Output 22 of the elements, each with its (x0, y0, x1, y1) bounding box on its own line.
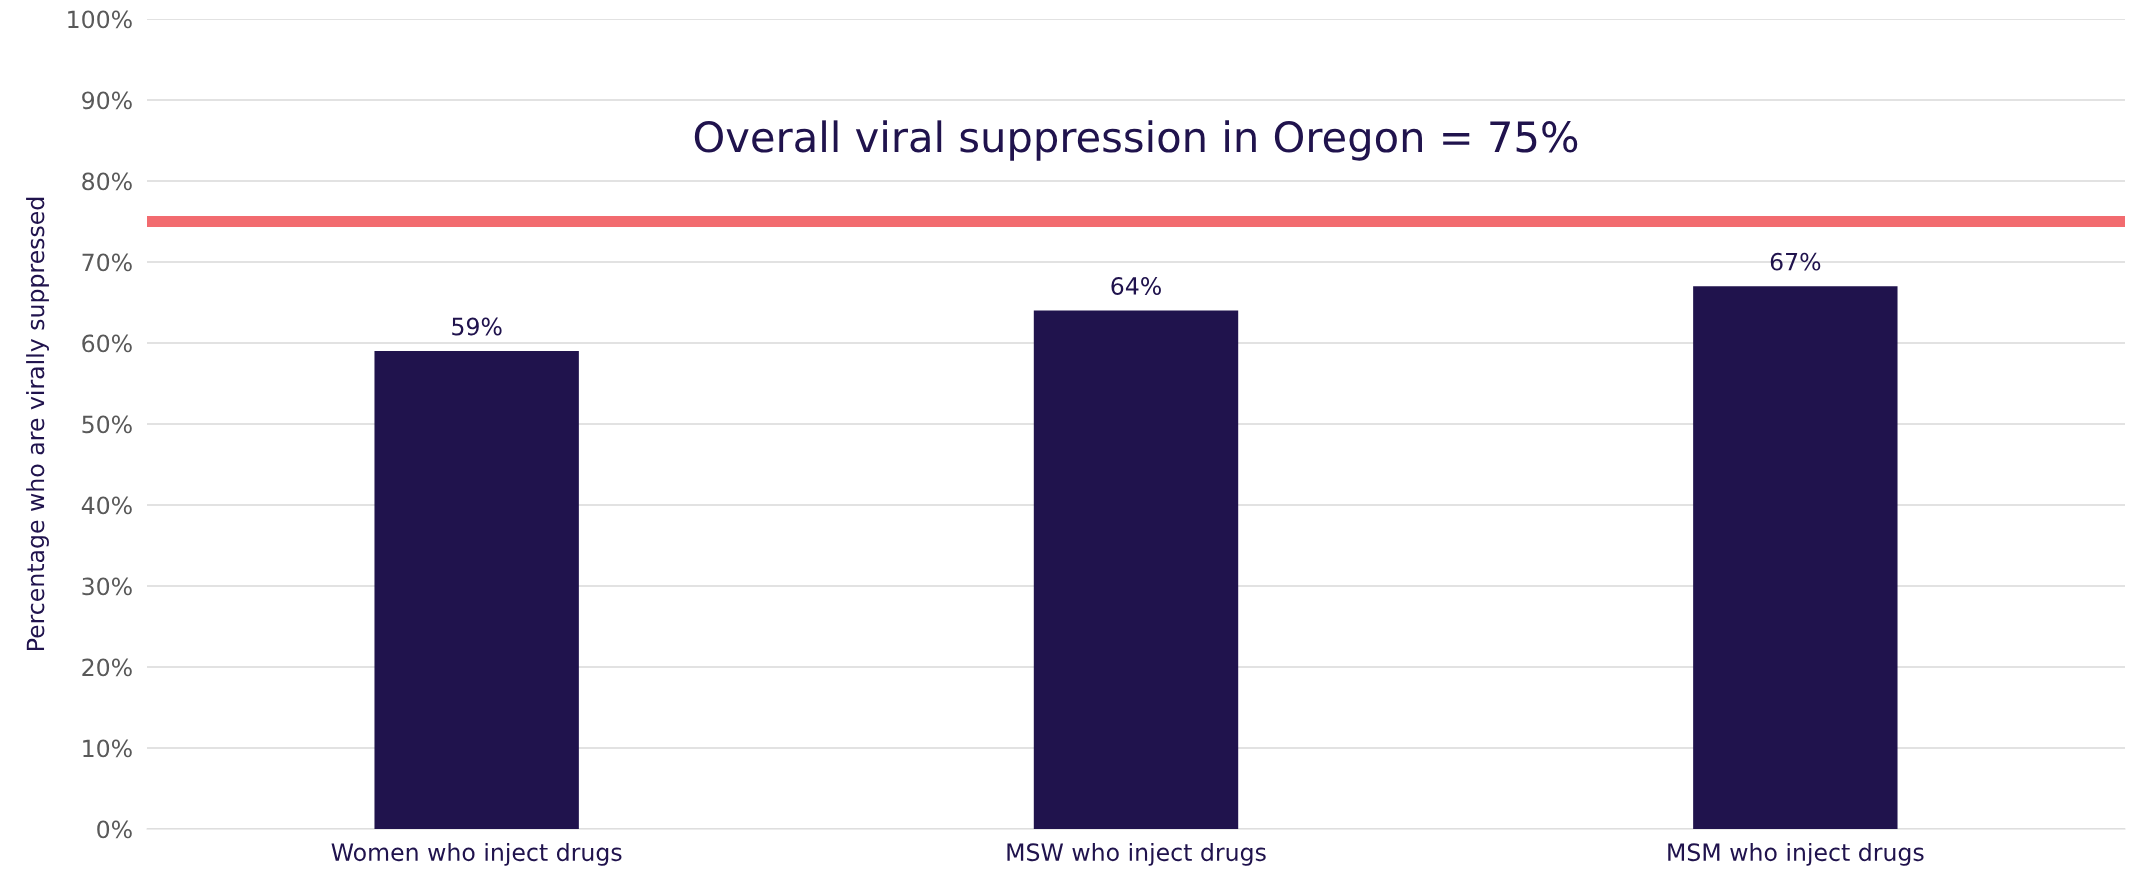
bar (1693, 286, 1898, 829)
y-tick-label: 10% (83, 739, 132, 758)
y-tick-label: 90% (82, 91, 132, 110)
data-label: 67% (1770, 252, 1821, 271)
bar (374, 351, 579, 829)
y-tick-label: 40% (81, 496, 132, 515)
x-tick-label: MSM who inject drugs (1668, 842, 1924, 866)
data-label: 59% (452, 317, 502, 336)
x-tick-label: MSW who inject drugs (1007, 842, 1266, 866)
y-tick-label: 20% (82, 658, 132, 677)
y-tick-label: 60% (82, 334, 132, 353)
ref-line-label: Overall viral suppression in Oregon = 75% (694, 120, 1578, 161)
y-tick-label: 30% (82, 577, 132, 596)
y-tick-label: 70% (82, 253, 132, 272)
bar (1033, 310, 1239, 829)
y-tick-label: 80% (82, 172, 132, 191)
y-tick-label: 0% (97, 820, 132, 839)
y-axis-title: Percentage who are virally suppressed (26, 197, 49, 650)
y-tick-label: 50% (82, 415, 132, 434)
x-tick-label: Women who inject drugs (331, 842, 622, 866)
data-label: 64% (1111, 277, 1161, 295)
y-tick-label: 100% (68, 10, 132, 29)
